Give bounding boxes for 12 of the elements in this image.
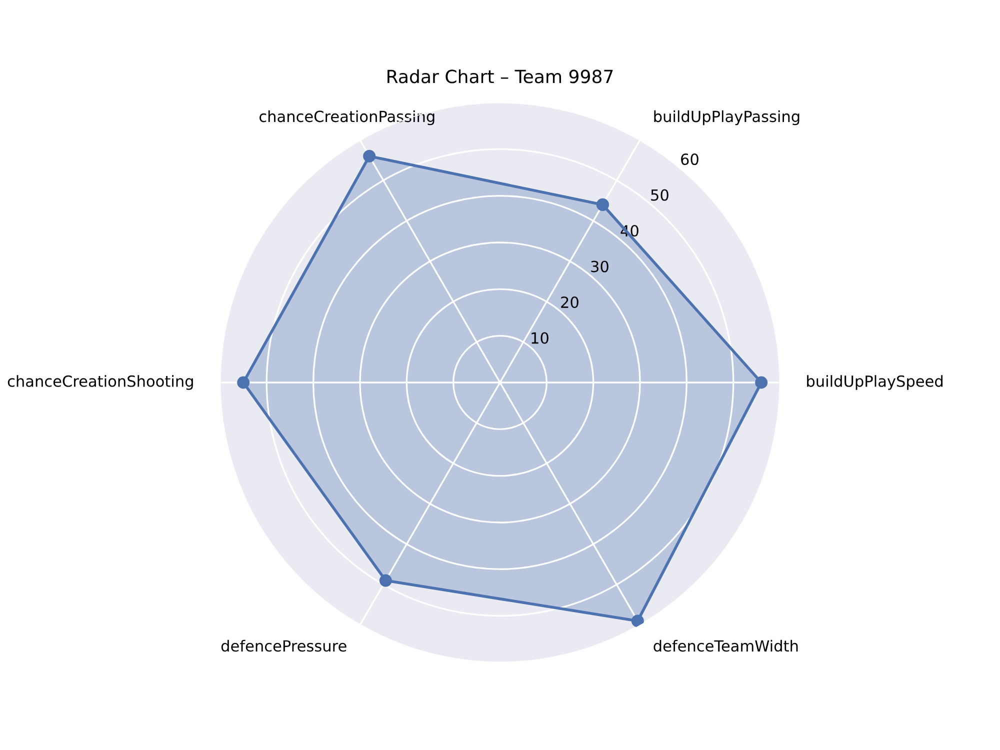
y-tick-label: 30 xyxy=(591,260,608,272)
y-tick-label: 10 xyxy=(532,332,548,344)
spoke-label: chanceCreationShooting xyxy=(8,375,193,390)
y-tick-label: 50 xyxy=(651,189,668,201)
spoke-label: buildUpPlayPassing xyxy=(654,110,800,126)
y-tick-label: 60 xyxy=(681,153,698,166)
spoke-label: defenceTeamWidth xyxy=(654,640,798,652)
y-tick-label: 20 xyxy=(561,296,578,308)
spoke-label: chanceCreationPassing xyxy=(260,110,434,126)
chart-title: Radar Chart – Team 9987 xyxy=(388,69,613,84)
spoke-label: defencePressure xyxy=(221,640,346,652)
spoke-label: buildUpPlaySpeed xyxy=(807,375,943,390)
